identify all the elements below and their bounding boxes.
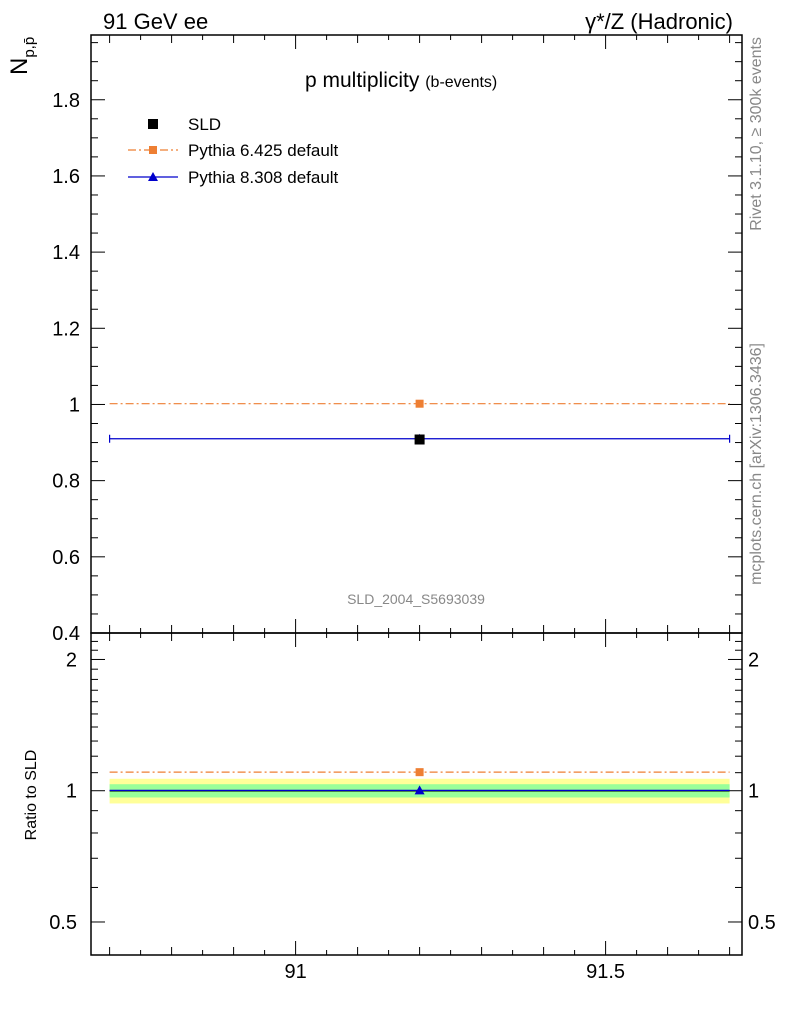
- legend-marker-square: [149, 146, 157, 154]
- legend-label: SLD: [188, 115, 221, 134]
- analysis-watermark: SLD_2004_S5693039: [347, 591, 485, 607]
- ratio-point-pythia8: [414, 785, 425, 795]
- y-tick-label: 1.4: [52, 242, 80, 264]
- y-tick-label: 0.4: [52, 623, 80, 645]
- data-point-sld: [414, 434, 425, 445]
- legend-item-pythia6: Pythia 6.425 default: [128, 141, 339, 160]
- main-ylabel: Np,p̄: [6, 37, 38, 75]
- ratio-frame: [90, 632, 743, 956]
- rivet-label: Rivet 3.1.10, ≥ 300k events: [748, 37, 765, 231]
- y-tick-label: 1: [66, 781, 77, 803]
- y-tick-label: 0.6: [52, 547, 80, 569]
- y-tick-label-right: 2: [748, 649, 759, 671]
- y-tick-label-right: 1: [748, 781, 759, 803]
- legend: SLD Pythia 6.425 default Pythia 8.308 de…: [128, 115, 339, 187]
- y-tick-label: 2: [66, 649, 77, 671]
- legend-label: Pythia 6.425 default: [188, 141, 339, 160]
- legend-item-sld: SLD: [148, 115, 221, 134]
- x-tick-label: 91: [284, 961, 306, 983]
- legend-marker-triangle: [148, 172, 158, 181]
- source-label: mcplots.cern.ch [arXiv:1306.3436]: [748, 343, 765, 585]
- ratio-ylabel: Ratio to SLD: [23, 750, 40, 841]
- y-tick-label: 1.6: [52, 166, 80, 188]
- main-panel: 0.4 0.6 0.8 1 1.2 1.4 1.6 1.8 Np,p̄ p multiplic…: [6, 34, 743, 645]
- y-tick-label: 1.2: [52, 318, 80, 340]
- y-tick-label: 0.5: [49, 912, 77, 934]
- legend-item-pythia8: Pythia 8.308 default: [128, 168, 339, 187]
- legend-label: Pythia 8.308 default: [188, 168, 339, 187]
- plot-title: p multiplicity (b-events): [305, 69, 497, 92]
- data-point-pythia6: [415, 399, 424, 408]
- y-tick-label-right: 0.5: [748, 912, 776, 934]
- legend-marker-square: [148, 119, 158, 129]
- y-tick-label: 0.8: [52, 471, 80, 493]
- ratio-point-pythia6: [415, 768, 424, 777]
- y-tick-label: 1.8: [52, 90, 80, 112]
- header-left: 91 GeV ee: [103, 9, 208, 34]
- header-right: γ*/Z (Hadronic): [585, 9, 733, 34]
- ratio-panel: 0.5 0.5 1 1 2 2 91 91.5 Ratio to SLD: [23, 632, 776, 983]
- y-tick-label: 1: [69, 394, 80, 416]
- x-tick-label: 91.5: [586, 961, 625, 983]
